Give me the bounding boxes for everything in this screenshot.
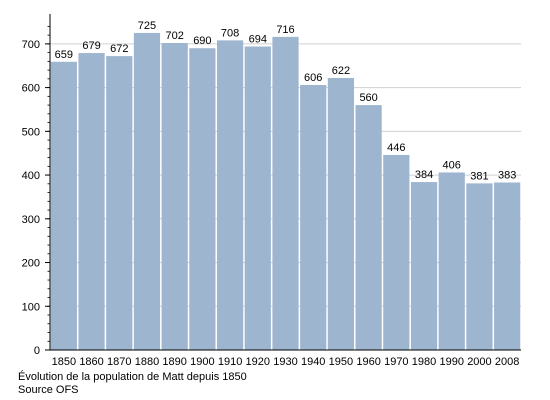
y-tick-label: 700 [22, 39, 40, 51]
y-tick-label: 400 [22, 170, 40, 182]
y-tick-label: 200 [22, 258, 40, 270]
data-label: 622 [332, 65, 350, 77]
x-tick-label: 1850 [52, 356, 76, 368]
bar-1970 [383, 154, 410, 350]
x-tick-label: 1870 [107, 356, 131, 368]
x-tick-label: 1900 [190, 356, 214, 368]
data-labels-group: 659 679 672 725 702 690 708 694 716 606 622 560 446 3… [55, 20, 517, 182]
data-label: 694 [249, 33, 267, 45]
data-label: 560 [359, 92, 377, 104]
y-tick-label: 600 [22, 83, 40, 95]
y-tick-label: 100 [22, 301, 40, 313]
x-tick-label: 1860 [79, 356, 103, 368]
data-label: 672 [110, 43, 128, 55]
x-tick-label: 1890 [162, 356, 186, 368]
bar-1860 [78, 53, 105, 351]
bar-2008 [494, 182, 521, 350]
bar-1910 [216, 40, 244, 350]
y-tick-label: 0 [34, 345, 40, 357]
y-tick-label: 300 [22, 214, 40, 226]
bar-1900 [189, 48, 216, 351]
bar-1960 [355, 105, 382, 351]
x-tick-label: 1930 [273, 356, 297, 368]
bars-group [50, 32, 521, 351]
bar-1870 [106, 56, 133, 350]
data-label: 606 [304, 72, 322, 84]
x-tick-labels: 1850 1860 1870 1880 1890 1900 1910 1920 1930 1940… [52, 356, 520, 368]
bar-1920 [244, 46, 271, 351]
bar-1940 [300, 84, 327, 350]
x-tick-label: 1960 [356, 356, 380, 368]
data-label: 716 [276, 24, 294, 36]
y-tick-labels: 0 100 200 300 400 500 600 700 [22, 39, 40, 357]
bar-1880 [133, 32, 161, 350]
x-tick-label: 1940 [301, 356, 325, 368]
data-label: 725 [138, 20, 156, 32]
data-label: 659 [55, 49, 73, 61]
data-label: 446 [387, 142, 405, 154]
data-label: 384 [415, 169, 433, 181]
bar-1990 [438, 172, 465, 350]
data-label: 702 [165, 30, 183, 42]
y-tick-label: 500 [22, 126, 40, 138]
x-tick-label: 1910 [218, 356, 242, 368]
bar-1890 [161, 42, 188, 350]
data-label: 690 [193, 35, 211, 47]
data-label: 708 [221, 27, 239, 39]
data-label: 679 [82, 40, 100, 52]
x-tick-label: 1950 [329, 356, 353, 368]
x-tick-label: 1970 [384, 356, 408, 368]
bar-1930 [272, 36, 299, 351]
bar-1980 [410, 182, 438, 350]
data-label: 381 [470, 170, 488, 182]
caption-source: Source OFS [18, 384, 79, 396]
x-tick-label: 2000 [467, 356, 491, 368]
bar-2000 [466, 183, 493, 350]
bar-1850 [50, 61, 77, 350]
axes-group [45, 14, 521, 351]
bar-1950 [327, 77, 355, 350]
x-tick-label: 1880 [135, 356, 159, 368]
caption-title: Évolution de la population de Matt depui… [18, 371, 247, 383]
x-tick-label: 1990 [439, 356, 463, 368]
x-tick-label: 2008 [495, 356, 519, 368]
x-tick-label: 1920 [246, 356, 270, 368]
data-label: 406 [443, 159, 461, 171]
x-tick-label: 1980 [412, 356, 436, 368]
data-label: 383 [498, 170, 516, 182]
